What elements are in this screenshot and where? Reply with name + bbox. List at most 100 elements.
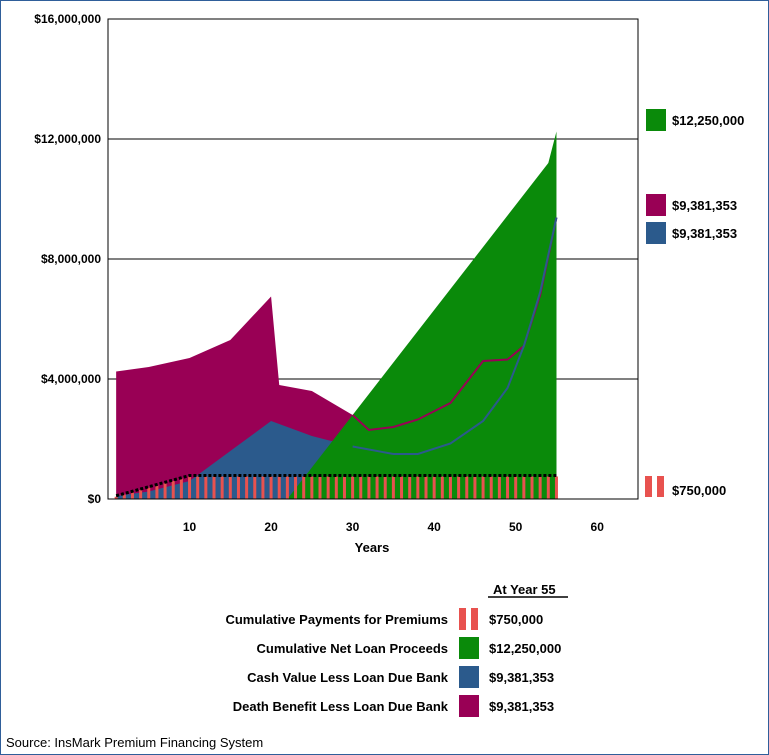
premium-bar <box>457 476 461 499</box>
x-axis-label: Years <box>355 540 390 555</box>
premium-bar <box>514 476 518 499</box>
premium-bar <box>359 476 363 499</box>
premium-bar <box>139 490 143 499</box>
legend: At Year 55 Cumulative Payments for Premiu… <box>225 582 568 717</box>
premium-end-swatch <box>657 476 664 497</box>
premium-bar <box>448 476 452 499</box>
premium-bar <box>188 476 192 499</box>
premium-bar <box>245 476 249 499</box>
legend-value: $9,381,353 <box>489 670 554 685</box>
premium-bar <box>408 476 412 499</box>
legend-value: $9,381,353 <box>489 699 554 714</box>
premium-bar <box>465 476 469 499</box>
legend-swatch <box>471 608 478 630</box>
end-value-labels: $12,250,000 $9,381,353 $9,381,353 $750,000 <box>645 109 744 498</box>
premium-bar <box>236 476 240 499</box>
x-tick-label: 30 <box>346 520 360 534</box>
premium-bar <box>318 476 322 499</box>
premium-bar <box>196 476 200 499</box>
premium-bar <box>400 476 404 499</box>
premium-bar <box>204 476 208 499</box>
legend-value: $12,250,000 <box>489 641 561 656</box>
x-tick-label: 10 <box>183 520 197 534</box>
legend-swatch <box>459 637 479 659</box>
premium-bar <box>554 476 558 499</box>
legend-value: $750,000 <box>489 612 543 627</box>
y-tick-label: $16,000,000 <box>34 12 101 26</box>
premium-end-swatch <box>645 476 652 497</box>
premium-bar <box>506 476 510 499</box>
premium-bar <box>473 476 477 499</box>
cash-end-swatch <box>646 222 666 244</box>
premium-bar <box>342 476 346 499</box>
premium-bar <box>253 476 257 499</box>
premium-bar <box>489 476 493 499</box>
premium-top-line <box>115 474 557 498</box>
x-tick-label: 60 <box>591 520 605 534</box>
premium-bar <box>220 476 224 499</box>
legend-label: Cumulative Net Loan Proceeds <box>257 641 448 656</box>
premium-bar <box>522 476 526 499</box>
legend-swatch <box>459 608 466 630</box>
premium-bars <box>114 474 558 499</box>
premium-bar <box>179 478 183 499</box>
premium-bar <box>302 476 306 499</box>
premium-bar <box>212 476 216 499</box>
premium-bar <box>122 494 126 499</box>
premium-bar <box>375 476 379 499</box>
premium-bar <box>163 483 167 499</box>
legend-title: At Year 55 <box>493 582 556 597</box>
loan-end-swatch <box>646 109 666 131</box>
source-note: Source: InsMark Premium Financing System <box>6 735 264 750</box>
premium-bar <box>416 476 420 499</box>
x-tick-label: 40 <box>427 520 441 534</box>
loan-end-value: $12,250,000 <box>672 113 744 128</box>
legend-label: Death Benefit Less Loan Due Bank <box>233 699 449 714</box>
premium-bar <box>228 476 232 499</box>
y-tick-label: $4,000,000 <box>41 372 101 386</box>
area-series <box>116 131 557 500</box>
legend-label: Cumulative Payments for Premiums <box>225 612 448 627</box>
plot-border <box>107 18 639 500</box>
death-end-swatch <box>646 194 666 216</box>
x-axis-ticks: 10 20 30 40 50 60 <box>183 520 604 534</box>
legend-label: Cash Value Less Loan Due Bank <box>247 670 449 685</box>
premium-bar <box>285 476 289 499</box>
premium-bar <box>432 476 436 499</box>
premium-bar <box>367 476 371 499</box>
legend-swatch <box>459 666 479 688</box>
premium-bar <box>310 476 314 499</box>
premium-bar <box>326 476 330 499</box>
premium-bar <box>269 476 273 499</box>
x-tick-label: 20 <box>264 520 278 534</box>
premium-bar <box>130 492 134 499</box>
premium-bar <box>440 476 444 499</box>
premium-bar <box>171 481 175 499</box>
loan-area <box>116 131 557 499</box>
premium-bar <box>481 476 485 499</box>
premium-bar <box>538 476 542 499</box>
grid-lines <box>108 138 638 380</box>
y-tick-label: $8,000,000 <box>41 252 101 266</box>
series-lines <box>351 217 558 455</box>
premium-bar <box>351 476 355 499</box>
premium-bar <box>383 476 387 499</box>
premium-bar <box>261 476 265 499</box>
premium-bar <box>497 476 501 499</box>
premium-bar <box>147 487 151 499</box>
premium-bar <box>294 476 298 499</box>
x-tick-label: 50 <box>509 520 523 534</box>
death-end-value: $9,381,353 <box>672 198 737 213</box>
premium-bar <box>155 485 159 499</box>
y-tick-label: $12,000,000 <box>34 132 101 146</box>
y-tick-label: $0 <box>88 492 102 506</box>
cash-end-value: $9,381,353 <box>672 226 737 241</box>
premium-bar <box>334 476 338 499</box>
cash-line <box>352 217 558 455</box>
premium-bar <box>277 476 281 499</box>
premium-bar <box>530 476 534 499</box>
premium-bar <box>391 476 395 499</box>
premium-bar <box>546 476 550 499</box>
y-axis-ticks: $0 $4,000,000 $8,000,000 $12,000,000 $16,000… <box>34 12 101 506</box>
premium-end-value: $750,000 <box>672 483 726 498</box>
